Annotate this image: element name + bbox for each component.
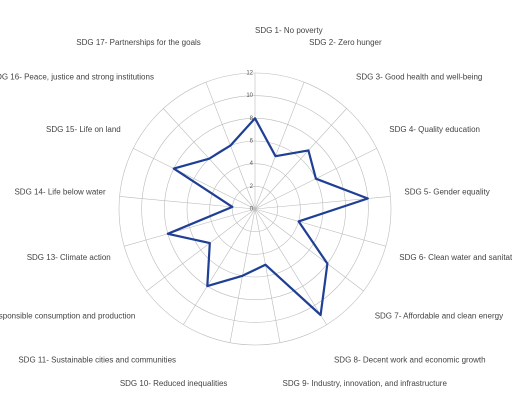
category-label: SDG 7- Affordable and clean energy [375,311,503,320]
category-label: SDG 12- Responsible consumption and prod… [0,311,135,320]
grid-ring [209,163,301,255]
category-label: SDG 5- Gender equality [404,188,489,197]
category-label: SDG 14- Life below water [14,188,105,197]
grid-ring [186,140,324,278]
r-tick-label: 4 [250,161,254,167]
r-tick-label: 6 [250,139,254,145]
category-label: SDG 1- No poverty [255,26,323,35]
category-label: SDG 9- Industry, innovation, and infrast… [283,379,448,388]
r-tick-label: 0 [250,207,254,213]
radar-line [166,117,369,317]
grid-ring [118,72,392,346]
category-label: SDG 15- Life on land [46,125,121,134]
category-label: SDG 2- Zero hunger [309,38,382,47]
category-label: SDG 13- Climate action [27,253,111,262]
r-tick-label: 2 [250,184,254,190]
grid-ring [141,95,369,323]
r-tick-label: 10 [246,93,253,99]
category-label: SDG 16- Peace, justice and strong instit… [0,73,154,82]
category-label: SDG 17- Partnerships for the goals [76,38,201,47]
r-tick-label: 12 [246,71,253,77]
grid-ring [232,186,278,232]
category-label: SDG 8- Decent work and economic growth [334,355,486,364]
category-label: SDG 10- Reduced inequalities [120,379,228,388]
category-label: SDG 11- Sustainable cities and communiti… [18,355,176,364]
category-label: SDG 4- Quality education [389,125,480,134]
r-tick-label: 8 [250,116,254,122]
category-label: SDG 6- Clean water and sanitation [399,253,512,262]
category-label: SDG 3- Good health and well-being [356,73,482,82]
